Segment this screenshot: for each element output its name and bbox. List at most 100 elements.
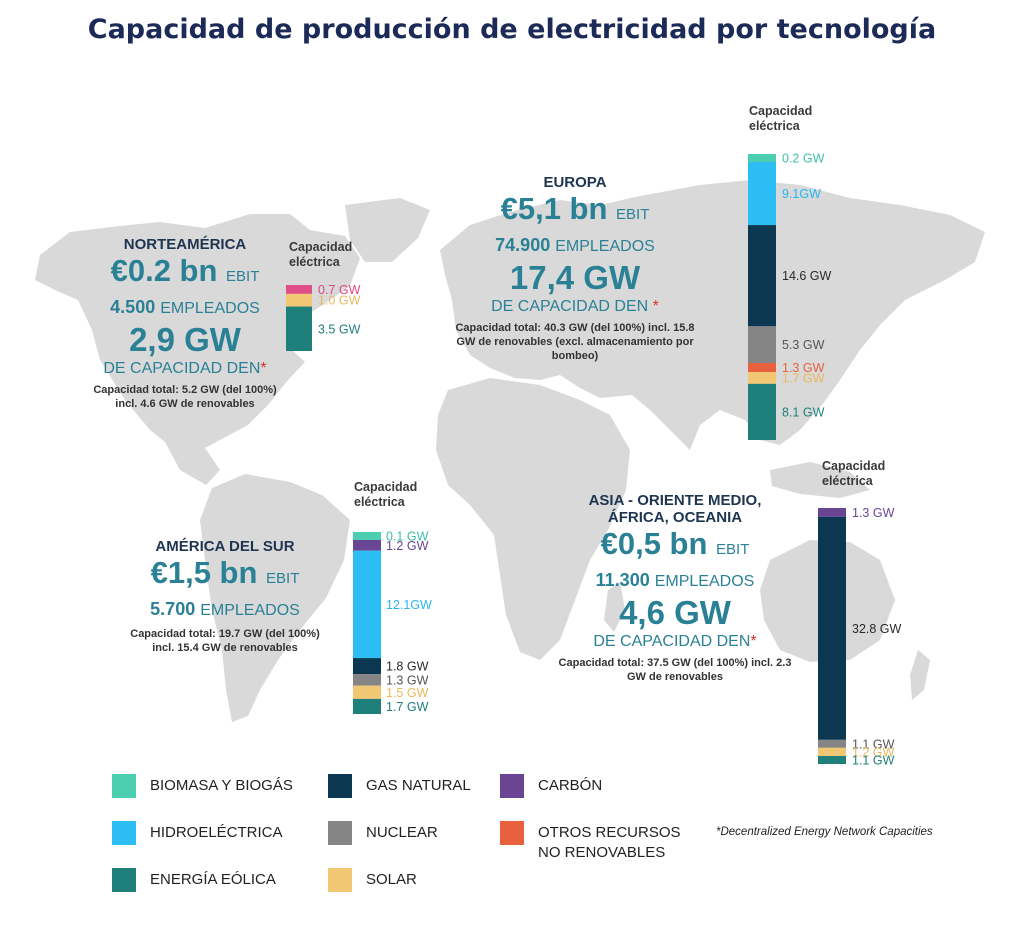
capacity-suffix: DE CAPACIDAD DEN* xyxy=(593,633,757,650)
legend-label: NUCLEAR xyxy=(366,824,438,841)
bar-label-eu-biomasa: 0.2 GW xyxy=(782,152,825,166)
capacity-suffix: DE CAPACIDAD DEN * xyxy=(491,298,659,315)
legend-label: GAS NATURAL xyxy=(366,777,471,794)
bar-segment-na-solar xyxy=(286,293,312,307)
region-name: EUROPA xyxy=(543,174,607,191)
bar-segment-sa-eolica xyxy=(353,698,381,714)
legend-label: CARBÓN xyxy=(538,777,603,794)
map-south-america xyxy=(200,474,350,722)
capacity-value: 4,6 GW xyxy=(619,594,731,631)
region-name: ASIA - ORIENTE MEDIO, ÁFRICA, OCEANIA xyxy=(588,492,762,526)
employees-value: 74.900 EMPLEADOS xyxy=(495,235,655,255)
bar-label-na-eolica: 3.5 GW xyxy=(318,322,361,336)
bar-label-sa-gas: 1.8 GW xyxy=(386,660,429,674)
bar-segment-eu-hidro xyxy=(748,162,776,226)
bar-segment-na-other_pink xyxy=(286,285,312,294)
bar-segment-sa-carbon xyxy=(353,540,381,551)
bar-label-as-nuclear: 1.1 GW xyxy=(852,737,895,751)
region-europe: EUROPA €5,1 bn EBIT 74.900 EMPLEADOS 17,… xyxy=(440,174,710,363)
bar-label-as-gas: 32.8 GW xyxy=(852,622,902,636)
page-title: Capacidad de producción de electricidad … xyxy=(87,14,937,45)
bar-label-sa-hidro: 12.1GW xyxy=(386,598,432,612)
capacity-title-sa: Capacidad eléctrica xyxy=(354,480,418,509)
legend-item-gas: GAS NATURAL xyxy=(328,774,471,798)
bar-label-sa-biomasa: 0.1 GW xyxy=(386,530,429,544)
capacity-note: Capacidad total: 37.5 GW (del 100%) incl… xyxy=(558,657,792,683)
legend-swatch xyxy=(112,821,136,845)
capacity-title-na: Capacidad eléctrica xyxy=(289,240,353,269)
bar-label-as-solar: 1.2 GW xyxy=(852,745,895,759)
bar-segment-sa-biomasa xyxy=(353,532,381,540)
bar-label-na-other_pink: 0.7 GW xyxy=(318,283,361,297)
ebit-value: €0.2 bn EBIT xyxy=(110,253,260,288)
legend-item-hidro: HIDROELÉCTRICA xyxy=(112,821,283,845)
bar-segment-as-nuclear xyxy=(818,739,846,748)
legend-swatch xyxy=(328,774,352,798)
bar-label-eu-hidro: 9.1GW xyxy=(782,187,821,201)
bar-label-eu-nuclear: 5.3 GW xyxy=(782,338,825,352)
capacity-title-eu: Capacidad eléctrica xyxy=(749,104,813,133)
bar-label-sa-carbon: 1.2 GW xyxy=(386,539,429,553)
ebit-value: €5,1 bn EBIT xyxy=(500,191,650,226)
region-name: AMÉRICA DEL SUR xyxy=(155,538,295,555)
bar-label-eu-solar: 1.7 GW xyxy=(782,371,825,385)
legend-label: OTROS RECURSOS NO RENOVABLES xyxy=(538,824,681,861)
bar-label-na-solar: 1.0 GW xyxy=(318,294,361,308)
region-asia-mea-oceania: ASIA - ORIENTE MEDIO, ÁFRICA, OCEANIA €0… xyxy=(548,492,802,684)
bar-label-as-eolica: 1.1 GW xyxy=(852,754,895,768)
employees-value: 4.500 EMPLEADOS xyxy=(110,297,260,317)
bar-segment-eu-biomasa xyxy=(748,154,776,162)
bar-segment-as-solar xyxy=(818,747,846,756)
map-africa xyxy=(436,378,630,660)
legend-label: ENERGÍA EÓLICA xyxy=(150,871,276,888)
bar-segment-sa-hidro xyxy=(353,550,381,659)
bar-segment-eu-otros xyxy=(748,363,776,373)
bar-label-sa-solar: 1.5 GW xyxy=(386,686,429,700)
legend-item-carbon: CARBÓN xyxy=(500,774,602,798)
bar-segment-eu-nuclear xyxy=(748,326,776,364)
region-name: NORTEAMÉRICA xyxy=(123,236,247,253)
bar-label-eu-eolica: 8.1 GW xyxy=(782,405,825,419)
bar-label-eu-otros: 1.3 GW xyxy=(782,361,825,375)
legend-swatch xyxy=(112,774,136,798)
capacity-note: Capacidad total: 5.2 GW (del 100%) incl.… xyxy=(93,384,277,410)
legend-swatch xyxy=(112,868,136,892)
ebit-value: €1,5 bn EBIT xyxy=(150,555,300,590)
bar-segment-sa-nuclear xyxy=(353,674,381,686)
capacity-value: 2,9 GW xyxy=(129,321,241,358)
map-eurasia xyxy=(440,180,985,450)
employees-value: 5.700 EMPLEADOS xyxy=(150,599,300,619)
employees-value: 11.300 EMPLEADOS xyxy=(595,570,755,590)
capacity-title-as: Capacidad eléctrica xyxy=(822,459,886,488)
capacity-value: 17,4 GW xyxy=(509,259,641,296)
bar-segment-as-eolica xyxy=(818,756,846,764)
footnote: *Decentralized Energy Network Capacities xyxy=(716,826,933,838)
bar-segment-eu-gas xyxy=(748,225,776,327)
legend-swatch xyxy=(500,821,524,845)
bar-label-eu-gas: 14.6 GW xyxy=(782,269,832,283)
bar-label-as-carbon: 1.3 GW xyxy=(852,506,895,520)
legend-label: SOLAR xyxy=(366,871,417,888)
legend-swatch xyxy=(328,821,352,845)
capacity-note: Capacidad total: 19.7 GW (del 100%) incl… xyxy=(130,628,320,654)
legend-swatch xyxy=(328,868,352,892)
capacity-suffix: DE CAPACIDAD DEN* xyxy=(103,360,267,377)
bar-label-sa-nuclear: 1.3 GW xyxy=(386,673,429,687)
bar-label-sa-eolica: 1.7 GW xyxy=(386,700,429,714)
bar-segment-as-carbon xyxy=(818,508,846,517)
map-madagascar xyxy=(604,582,625,632)
legend-item-nuclear: NUCLEAR xyxy=(328,821,438,845)
legend-item-solar: SOLAR xyxy=(328,868,417,892)
legend-swatch xyxy=(500,774,524,798)
bar-segment-sa-gas xyxy=(353,658,381,675)
legend-label: BIOMASA Y BIOGÁS xyxy=(150,777,293,794)
legend-item-eolica: ENERGÍA EÓLICA xyxy=(112,868,276,892)
bar-segment-eu-solar xyxy=(748,372,776,384)
ebit-value: €0,5 bn EBIT xyxy=(600,526,750,561)
bar-segment-sa-solar xyxy=(353,685,381,699)
bar-segment-eu-eolica xyxy=(748,383,776,440)
bar-segment-as-gas xyxy=(818,516,846,740)
legend-item-biomasa: BIOMASA Y BIOGÁS xyxy=(112,774,293,798)
